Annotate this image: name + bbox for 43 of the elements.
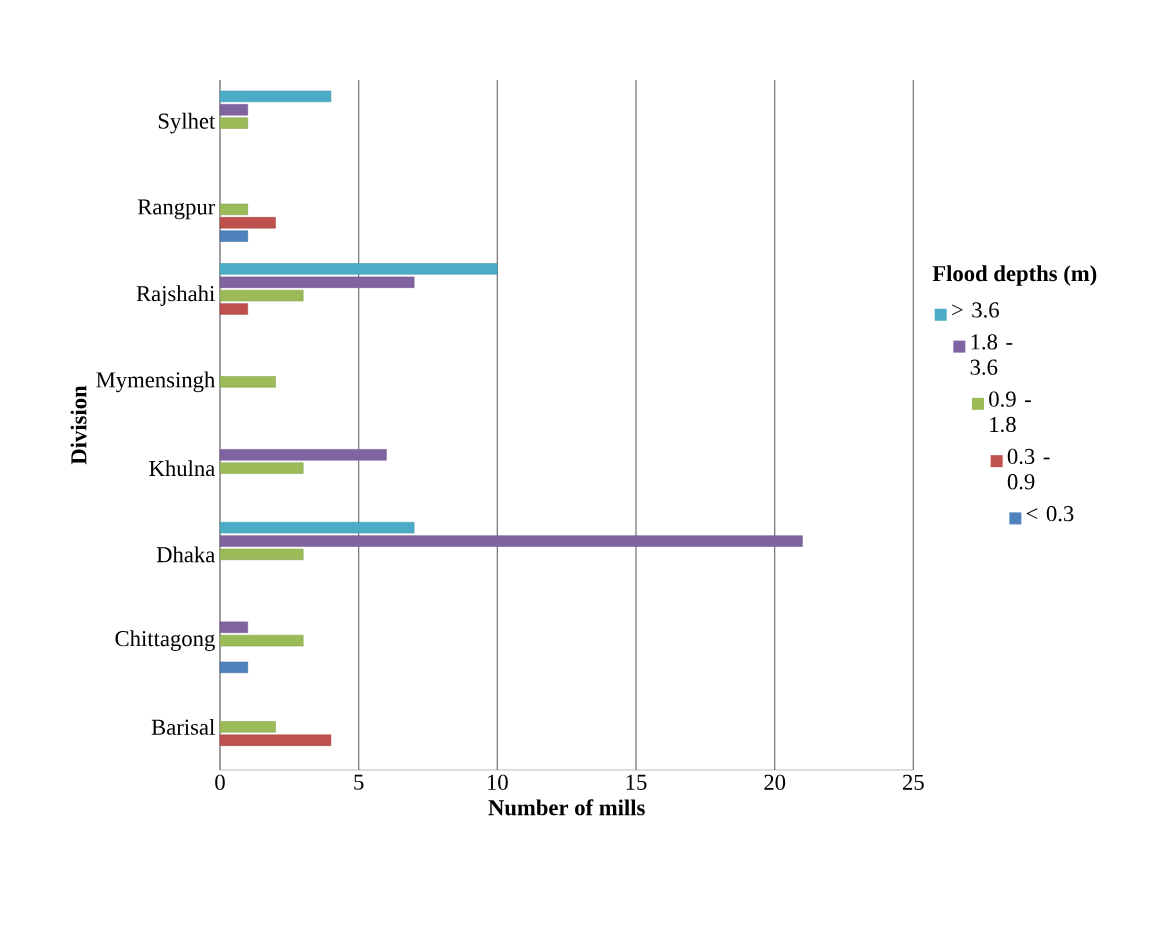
bar xyxy=(219,548,304,561)
legend-label: 0.9 - 1.8 xyxy=(989,391,1031,433)
x-tick-label: 5 xyxy=(354,774,364,790)
bar xyxy=(219,90,332,103)
y-axis-title: Division xyxy=(70,385,87,465)
bar xyxy=(219,734,332,746)
bar xyxy=(219,289,304,302)
x-axis-title: Number of mills xyxy=(488,799,645,816)
legend-title: Flood depths (m) xyxy=(932,265,1097,286)
bar xyxy=(219,203,248,216)
bar xyxy=(219,661,248,674)
y-tick-label: Rajshahi xyxy=(136,285,215,306)
bar xyxy=(219,462,304,474)
bar xyxy=(219,535,803,547)
bar xyxy=(219,104,248,116)
bar xyxy=(219,230,248,242)
y-tick-label: Mymensingh xyxy=(96,371,215,393)
legend-label: < 0.3 xyxy=(1026,506,1074,522)
bar xyxy=(219,117,248,129)
bar xyxy=(219,521,415,534)
legend-label: 1.8 - 3.6 xyxy=(970,334,1013,375)
bar xyxy=(219,376,276,388)
x-tick-label: 10 xyxy=(487,774,508,791)
bar xyxy=(219,621,248,633)
y-tick-label: Chittagong xyxy=(115,630,215,651)
bar xyxy=(219,721,276,733)
y-tick-label: Dhaka xyxy=(156,546,215,563)
y-tick-label: Sylhet xyxy=(158,112,216,134)
y-tick-label: Rangpur xyxy=(137,199,216,220)
bar xyxy=(219,449,387,461)
bar xyxy=(219,634,304,647)
x-tick-label: 25 xyxy=(903,774,924,790)
bar xyxy=(219,263,498,275)
x-tick-label: 15 xyxy=(626,774,647,790)
y-tick-label: Barisal xyxy=(151,718,215,735)
x-tick-label: 20 xyxy=(764,774,786,791)
legend-label: > 3.6 xyxy=(952,302,999,318)
bar xyxy=(219,217,276,229)
bar xyxy=(219,303,248,315)
legend-label: 0.3 - 0.9 xyxy=(1007,448,1050,490)
y-tick-label: Khulna xyxy=(149,460,215,477)
bar xyxy=(219,276,415,288)
x-tick-label: 0 xyxy=(215,774,225,791)
